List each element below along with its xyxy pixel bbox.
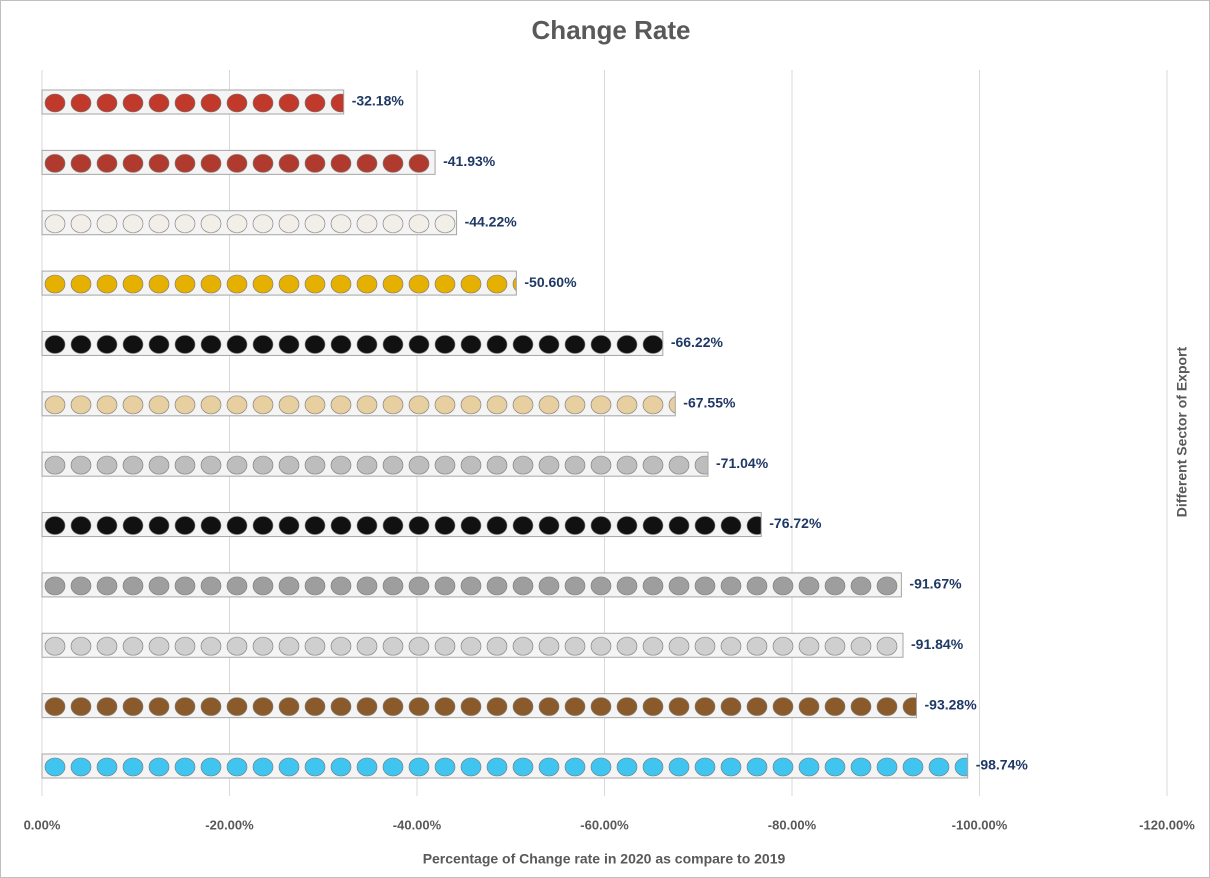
data-label: -71.04% (716, 455, 769, 471)
chart-title: Change Rate (532, 15, 691, 45)
x-tick-label: -120.00% (1139, 817, 1195, 832)
bar (41, 270, 517, 296)
bar (41, 451, 709, 477)
data-label: -50.60% (524, 274, 577, 290)
data-label: -91.67% (909, 576, 962, 592)
bar (41, 330, 664, 356)
bar (41, 753, 969, 779)
data-label: -41.93% (443, 153, 496, 169)
bar (41, 149, 436, 175)
x-tick-label: -100.00% (952, 817, 1008, 832)
data-label: -76.72% (769, 515, 822, 531)
bar (41, 391, 676, 417)
bar (41, 632, 904, 658)
y-axis-label: Different Sector of Export (1174, 346, 1190, 517)
bar (41, 693, 917, 719)
bar (41, 210, 458, 236)
x-tick-label: -60.00% (580, 817, 629, 832)
x-tick-label: -20.00% (205, 817, 254, 832)
x-tick-label: -40.00% (393, 817, 442, 832)
data-label: -91.84% (911, 636, 964, 652)
bar (41, 89, 345, 115)
bar (41, 572, 902, 598)
bar (41, 512, 762, 538)
data-label: -44.22% (465, 213, 518, 229)
data-label: -67.55% (683, 395, 736, 411)
data-label: -98.74% (976, 757, 1029, 773)
x-tick-label: -80.00% (768, 817, 817, 832)
data-label: -66.22% (671, 334, 724, 350)
x-tick-label: 0.00% (24, 817, 61, 832)
data-label: -93.28% (925, 696, 978, 712)
data-label: -32.18% (352, 93, 405, 109)
x-axis-label: Percentage of Change rate in 2020 as com… (423, 851, 786, 867)
